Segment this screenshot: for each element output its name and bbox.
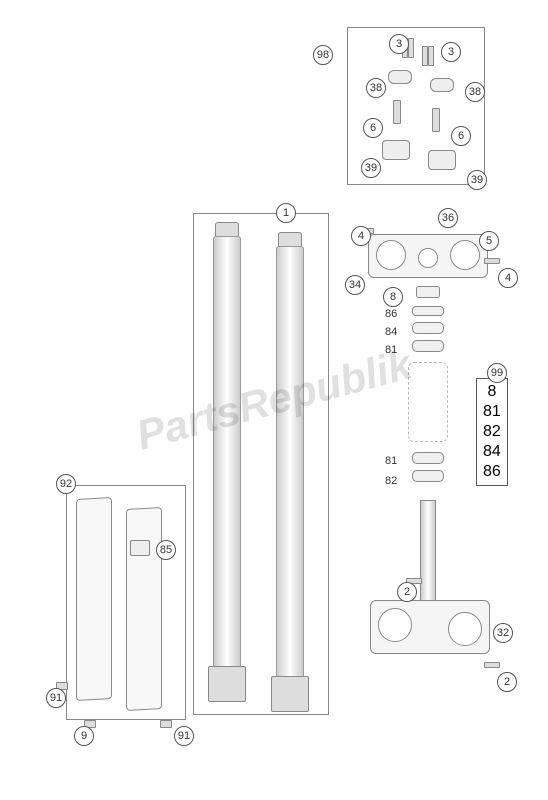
clamp-hole xyxy=(376,240,406,270)
bearing-ring xyxy=(412,470,444,482)
callout-6: 6 xyxy=(363,118,383,138)
fork-tube-right xyxy=(276,246,304,678)
callout-91: 91 xyxy=(46,688,66,708)
callout-1: 1 xyxy=(276,203,296,223)
callout-3: 3 xyxy=(389,34,409,54)
callout-4: 4 xyxy=(498,268,518,288)
callout-6: 6 xyxy=(451,126,471,146)
stack-item: 81 xyxy=(483,403,501,421)
callout-86: 86 xyxy=(385,308,397,320)
clamp-hole xyxy=(450,240,480,270)
stud-part xyxy=(432,108,440,132)
stack-item: 82 xyxy=(483,423,501,441)
callout-38: 38 xyxy=(366,78,386,98)
clamp-hole xyxy=(418,248,438,268)
stack-item: 8 xyxy=(487,383,496,401)
guard-bracket xyxy=(130,540,150,556)
bolt-part xyxy=(428,46,434,66)
clamp-lower xyxy=(382,140,410,160)
clamp-lower xyxy=(428,150,456,170)
steering-tube xyxy=(408,362,448,442)
callout-34: 34 xyxy=(345,275,365,295)
callout-82: 82 xyxy=(385,475,397,487)
clamp-upper xyxy=(430,78,454,92)
fork-guard-right xyxy=(126,507,162,711)
callout-39: 39 xyxy=(361,158,381,178)
clamp-hole xyxy=(378,608,412,642)
steering-stem xyxy=(420,500,436,602)
fork-foot-right xyxy=(271,676,309,712)
bearing-ring xyxy=(412,340,444,352)
clamp-bolt xyxy=(484,662,500,668)
callout-36: 36 xyxy=(438,208,458,228)
callout-38: 38 xyxy=(465,82,485,102)
bearing-ring xyxy=(412,322,444,334)
guard-bolt xyxy=(160,720,172,728)
callout-3: 3 xyxy=(441,42,461,62)
callout-32: 32 xyxy=(493,623,513,643)
callout-84: 84 xyxy=(385,326,397,338)
callout-81: 81 xyxy=(385,455,397,467)
callout-8: 8 xyxy=(383,287,403,307)
stack-item: 84 xyxy=(483,443,501,461)
stack-item: 86 xyxy=(483,463,501,481)
callout-81: 81 xyxy=(385,344,397,356)
stack-box-99: 8 81 82 84 86 xyxy=(476,378,508,486)
clamp-upper xyxy=(388,70,412,84)
callout-4: 4 xyxy=(351,226,371,246)
callout-39: 39 xyxy=(467,170,487,190)
stud-part xyxy=(393,100,401,124)
bearing-ring xyxy=(412,452,444,464)
callout-91: 91 xyxy=(174,726,194,746)
callout-2: 2 xyxy=(397,582,417,602)
fork-foot-left xyxy=(208,666,246,702)
callout-98: 98 xyxy=(313,45,333,65)
clamp-hole xyxy=(448,612,482,646)
callout-92: 92 xyxy=(56,474,76,494)
fork-guard-left xyxy=(76,497,112,701)
callout-2: 2 xyxy=(497,672,517,692)
fork-tube-left xyxy=(213,236,241,668)
callout-9: 9 xyxy=(74,726,94,746)
top-nut xyxy=(416,286,440,298)
callout-5: 5 xyxy=(479,231,499,251)
callout-85: 85 xyxy=(156,540,176,560)
clamp-bolt xyxy=(484,258,500,264)
callout-99: 99 xyxy=(487,363,507,383)
bearing-ring xyxy=(412,306,444,316)
